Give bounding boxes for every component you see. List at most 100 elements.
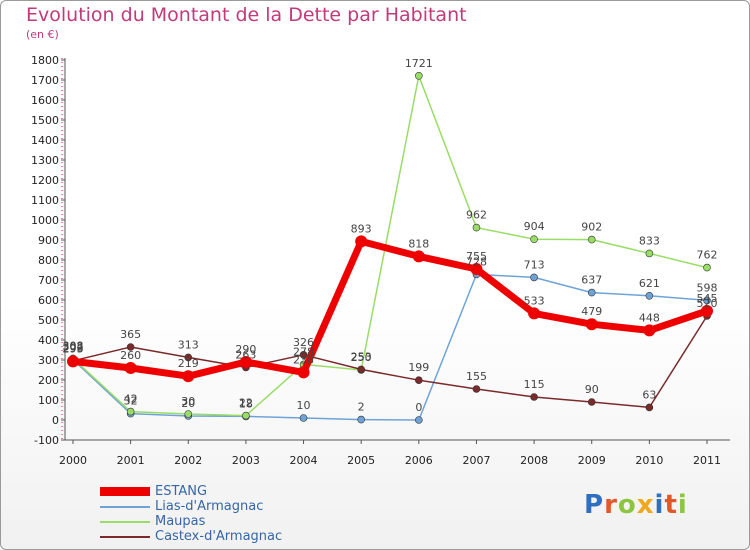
- data-point: [412, 250, 425, 263]
- data-point: [415, 72, 423, 80]
- y-tick-label: 600: [38, 294, 59, 307]
- data-label: 63: [642, 388, 656, 401]
- data-label: 833: [639, 234, 660, 247]
- legend-swatch: [100, 536, 150, 538]
- data-label: 533: [524, 294, 545, 307]
- y-tick-label: 1000: [31, 214, 59, 227]
- data-label: 10: [297, 399, 311, 412]
- data-label: 250: [351, 351, 372, 364]
- data-label: 155: [466, 370, 487, 383]
- data-label: 326: [293, 336, 314, 349]
- data-point: [530, 273, 538, 282]
- x-tick-label: 2009: [578, 454, 606, 467]
- series-line: [72, 315, 708, 409]
- proxiti-logo: Proxiti: [584, 490, 688, 520]
- y-tick-label: 1400: [31, 134, 59, 147]
- logo-letter: P: [584, 490, 605, 520]
- data-label: 30: [181, 395, 195, 408]
- data-point: [587, 398, 596, 406]
- y-tick-label: 400: [38, 334, 59, 347]
- y-tick-label: 700: [38, 274, 59, 287]
- data-label: 22: [239, 397, 253, 410]
- data-point: [242, 411, 250, 420]
- y-tick-label: 1700: [31, 74, 59, 87]
- chart-subtitle: (en €): [26, 28, 59, 41]
- data-label: 762: [697, 249, 718, 262]
- y-tick-label: 0: [52, 414, 59, 427]
- y-tick-label: 1100: [31, 194, 59, 207]
- legend-label: ESTANG: [155, 484, 208, 499]
- data-label: 90: [585, 383, 599, 396]
- data-label: 238: [293, 353, 314, 366]
- data-label: 20: [181, 397, 195, 410]
- logo-letter: i: [654, 490, 665, 520]
- data-point: [297, 366, 310, 379]
- data-point: [357, 415, 365, 424]
- y-tick-label: 500: [38, 314, 59, 327]
- data-point: [703, 296, 711, 305]
- data-point: [472, 385, 481, 393]
- data-label: 313: [178, 338, 199, 351]
- data-label: 902: [581, 221, 602, 234]
- data-point: [239, 356, 252, 368]
- y-tick-label: 1800: [31, 54, 59, 67]
- y-tick-label: 300: [38, 354, 59, 367]
- logo-letter: i: [677, 490, 688, 520]
- data-label: 263: [235, 348, 256, 361]
- data-label: 904: [524, 220, 545, 233]
- data-label: 0: [415, 401, 422, 414]
- legend-label: Lias-d'Armagnac: [155, 499, 264, 514]
- y-tick-label: 1200: [31, 174, 59, 187]
- legend-swatch: [100, 506, 150, 508]
- data-label: 448: [639, 311, 660, 324]
- data-label: 290: [235, 343, 256, 356]
- y-tick-label: 900: [38, 234, 59, 247]
- data-label: 308: [63, 339, 84, 352]
- data-point: [587, 235, 596, 244]
- data-label: 598: [697, 281, 718, 294]
- data-point: [587, 288, 596, 297]
- y-tick-label: 800: [38, 254, 59, 267]
- y-tick-label: 100: [38, 394, 59, 407]
- data-label: 818: [408, 237, 429, 250]
- x-tick-label: 2011: [693, 454, 721, 467]
- data-point: [645, 249, 654, 258]
- data-point: [299, 350, 308, 359]
- data-point: [701, 305, 713, 317]
- y-tick-label: 200: [38, 374, 59, 387]
- x-tick-label: 2003: [232, 454, 260, 467]
- legend-label: Maupas: [155, 514, 206, 529]
- x-tick-label: 2010: [635, 454, 663, 467]
- data-label: 893: [351, 222, 372, 235]
- data-label: 520: [697, 297, 718, 310]
- data-label: 962: [466, 209, 487, 222]
- x-tick-label: 2005: [347, 454, 375, 467]
- data-label: 621: [639, 277, 660, 290]
- x-tick-label: 2002: [174, 454, 202, 467]
- data-label: 637: [581, 274, 602, 287]
- data-label: 755: [466, 250, 487, 263]
- logo-letter: o: [617, 490, 637, 520]
- data-label: 115: [524, 378, 545, 391]
- data-point: [645, 403, 654, 412]
- data-point: [415, 416, 423, 424]
- data-label: 18: [239, 397, 253, 410]
- data-point: [528, 307, 541, 320]
- logo-letter: t: [664, 490, 678, 520]
- y-tick-label: 1600: [31, 94, 59, 107]
- logo-letter: r: [604, 490, 618, 520]
- data-point: [530, 235, 538, 243]
- data-point: [530, 393, 538, 401]
- data-point: [703, 263, 711, 272]
- data-label: 253: [351, 350, 372, 363]
- data-label: 479: [581, 305, 602, 318]
- x-tick-label: 2006: [405, 454, 433, 467]
- data-point: [126, 407, 135, 416]
- legend-swatch: [100, 487, 150, 496]
- chart-title: Evolution du Montant de la Dette par Hab…: [26, 4, 467, 26]
- data-point: [184, 353, 193, 362]
- x-tick-label: 2008: [520, 454, 548, 467]
- y-tick-label: 1300: [31, 154, 59, 167]
